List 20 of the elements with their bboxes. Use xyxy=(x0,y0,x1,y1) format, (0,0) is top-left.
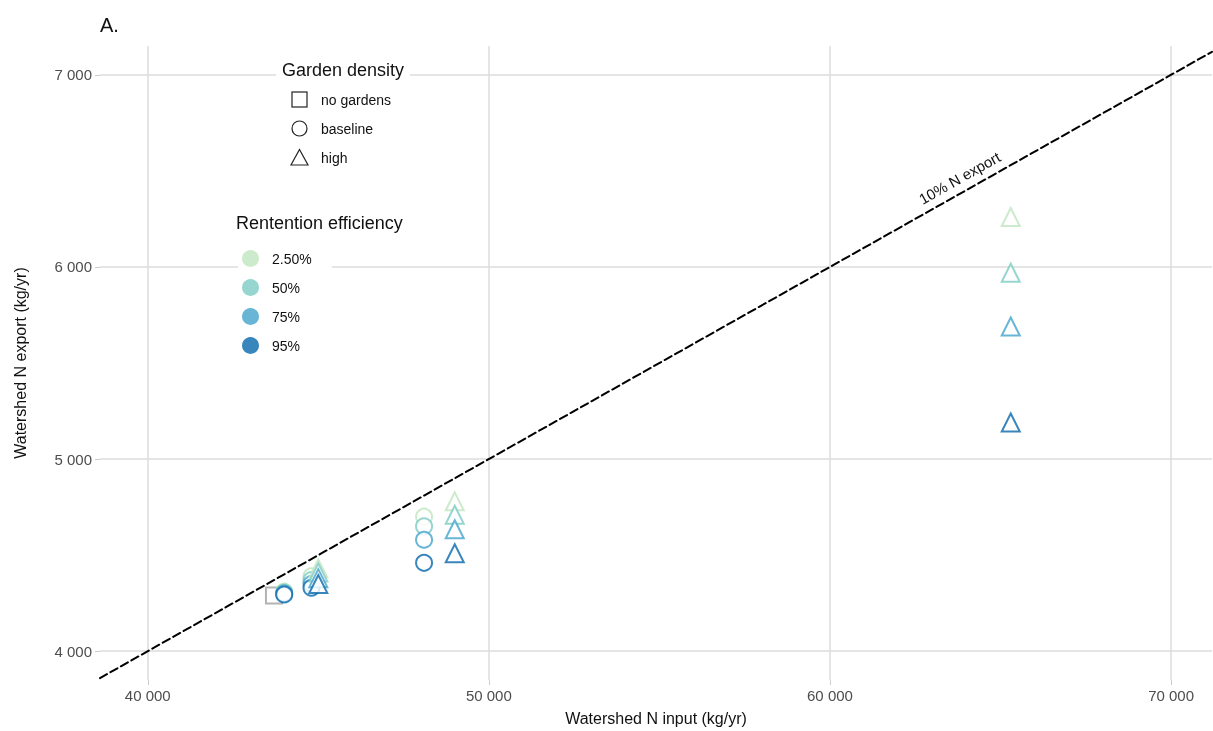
annotation: Garden density xyxy=(282,60,405,81)
legend-title: Rentention efficiency xyxy=(230,213,409,234)
annotation: baseline xyxy=(321,120,374,137)
x-tick-label: 50 000 xyxy=(465,687,512,704)
annotation: no gardens xyxy=(321,91,392,108)
legend-label: 95% xyxy=(272,337,301,354)
annotation: high xyxy=(321,149,348,166)
y-tick-label: 5 000 xyxy=(54,450,92,468)
x-tick-label: 60 000 xyxy=(807,687,853,704)
y-tick-label: 7 000 xyxy=(54,66,92,84)
y-axis-title: Watershed N export (kg/yr) xyxy=(11,267,29,459)
chart-title: A. xyxy=(100,14,119,36)
legend-label: 75% xyxy=(272,308,301,325)
y-tick-label: 4 000 xyxy=(54,642,92,660)
legend-label: 50% xyxy=(272,279,301,296)
y-tick-label: 6 000 xyxy=(54,258,92,276)
legend-label: 2.50% xyxy=(272,250,312,267)
x-tick-label: 70 000 xyxy=(1148,687,1195,704)
x-axis-title: Watershed N input (kg/yr) xyxy=(565,709,747,727)
x-tick-label: 40 000 xyxy=(124,687,171,704)
